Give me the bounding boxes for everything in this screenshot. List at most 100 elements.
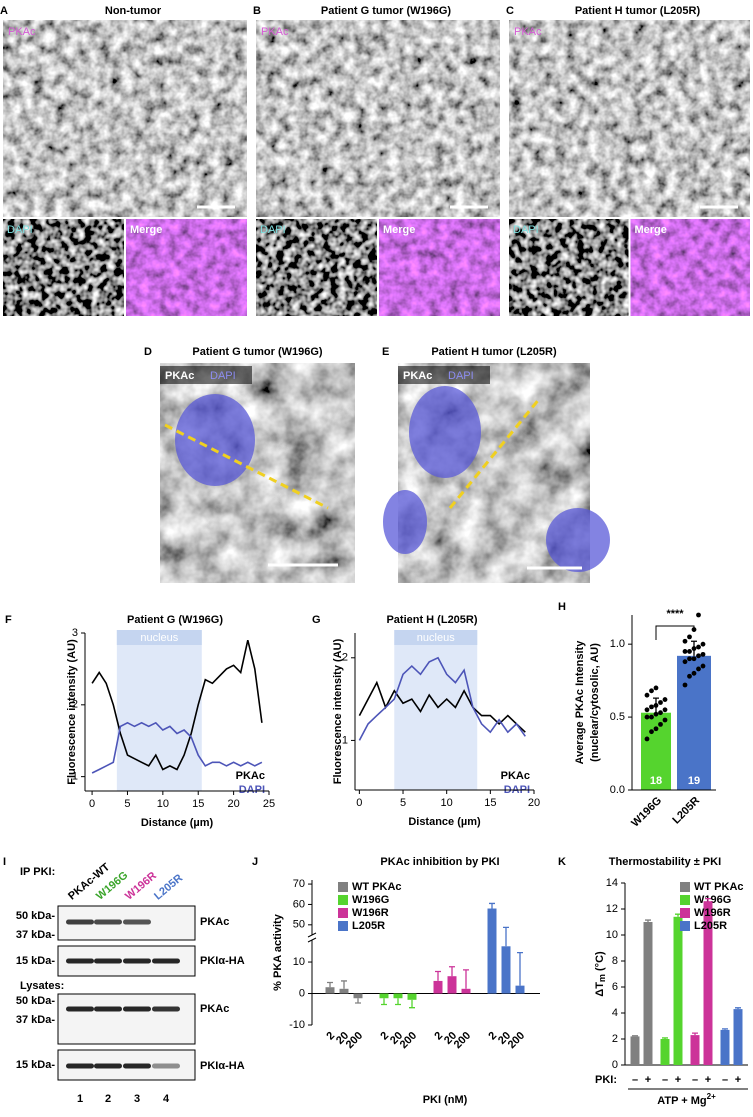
n-label: 19 (688, 775, 700, 787)
bar (660, 1039, 670, 1065)
bar (690, 1035, 700, 1065)
data-point (662, 707, 668, 713)
y-tick-label: 2 (72, 699, 78, 711)
bar (447, 976, 457, 994)
panel-title: Patient G tumor (W196G) (321, 5, 452, 17)
micrograph (3, 20, 247, 217)
error-bar (735, 1007, 741, 1010)
y-tick-label: 12 (606, 903, 618, 915)
y-tick-label: 50 (293, 919, 305, 931)
legend-swatch (680, 895, 690, 905)
axis-break (307, 937, 317, 943)
x-tick-label: 200 (506, 1030, 527, 1051)
band-label: PKAc (200, 916, 229, 928)
blot-band (94, 1063, 122, 1069)
panel-letter: K (558, 856, 566, 868)
channel-label: PKAc (165, 370, 194, 382)
ip-label: IP PKI: (20, 866, 55, 878)
profile-line (358, 656, 526, 741)
region-label: nucleus (140, 632, 178, 644)
x-tick-label: + (645, 1074, 651, 1086)
nucleus-band (116, 630, 202, 645)
bar (501, 946, 511, 994)
y-tick-label: 14 (606, 877, 618, 889)
blot-band (123, 958, 151, 964)
data-point (682, 659, 688, 665)
lane-number: 2 (105, 1093, 111, 1105)
channel-label: Merge (383, 224, 415, 236)
nucleus-stain (175, 394, 255, 486)
lane-number: 1 (77, 1093, 83, 1105)
panel-letter: A (0, 5, 8, 17)
channel-label: Merge (130, 224, 162, 236)
nucleus-stain (546, 508, 610, 572)
lane-label: W196R (123, 870, 159, 903)
error-bar (395, 998, 401, 1006)
y-tick-label: 4 (612, 1007, 618, 1019)
micrograph (509, 20, 750, 217)
y-tick-label: 60 (293, 898, 305, 910)
band-label: PKAc (200, 1003, 229, 1015)
error-bar (355, 998, 361, 1004)
chart-title: Patient H (L205R) (386, 614, 477, 626)
y-axis-label: Fluorescence intensity (AU) (332, 638, 344, 784)
panel-title: Patient H tumor (L205R) (431, 346, 557, 358)
legend-label: L205R (694, 920, 727, 932)
panel-letter: G (312, 614, 321, 626)
legend-label: W196R (352, 907, 389, 919)
marker-label: 15 kDa- (16, 1059, 55, 1071)
legend-swatch (680, 921, 690, 931)
bar (325, 987, 335, 994)
significance-bracket (655, 625, 695, 640)
marker-label: 50 kDa- (16, 995, 55, 1007)
data-point (649, 704, 654, 710)
error-bar (662, 1037, 668, 1039)
blot-band (123, 1063, 151, 1069)
data-point (700, 641, 706, 647)
channel-label: PKAc (8, 26, 36, 38)
blot-band (152, 1006, 180, 1012)
condition-part: 2+ (707, 1092, 716, 1101)
panel-letter: I (3, 856, 6, 868)
nucleus-region (116, 630, 202, 791)
data-point (696, 612, 701, 618)
legend-label: WT PKAc (352, 881, 402, 893)
micrograph-merge (379, 219, 500, 316)
data-point (696, 644, 701, 650)
condition-part: ATP + Mg (657, 1095, 706, 1107)
legend-swatch (338, 895, 348, 905)
x-tick-label: – (722, 1074, 728, 1086)
error-bar (449, 966, 455, 977)
data-point (687, 649, 692, 654)
blot-band (152, 1063, 180, 1069)
y-axis-label-part: ΔT (594, 982, 606, 997)
data-point (687, 656, 692, 662)
panel-letter: B (253, 5, 261, 17)
marker-label: 37 kDa- (16, 929, 55, 941)
marker-label: 37 kDa- (16, 1014, 55, 1026)
channel-label: DAPI (448, 370, 474, 382)
y-tick-label: 1 (72, 771, 78, 783)
panel-letter: F (5, 614, 12, 626)
data-point (696, 653, 701, 659)
data-point (649, 688, 654, 694)
error-bar (381, 998, 387, 1006)
y-tick-label: 0.5 (610, 711, 625, 723)
x-tick-label: W196G (629, 795, 664, 830)
data-point (653, 726, 659, 732)
data-point (644, 714, 650, 720)
panel-title: Patient H tumor (L205R) (575, 5, 701, 17)
micrograph-merge (630, 219, 750, 316)
x-tick-label: + (735, 1074, 741, 1086)
x-tick-label: + (705, 1074, 711, 1086)
x-tick-label: 15 (484, 797, 496, 809)
nucleus-region (394, 630, 478, 790)
band-label: PKIα-HA (200, 1060, 245, 1072)
bar (720, 1029, 730, 1065)
y-tick-label: 6 (612, 981, 618, 993)
y-tick-label: 0 (612, 1059, 618, 1071)
lysates-label: Lysates: (20, 980, 64, 992)
data-point (658, 700, 663, 705)
x-axis-label: PKI (nM) (423, 1094, 468, 1106)
data-point (687, 634, 692, 640)
